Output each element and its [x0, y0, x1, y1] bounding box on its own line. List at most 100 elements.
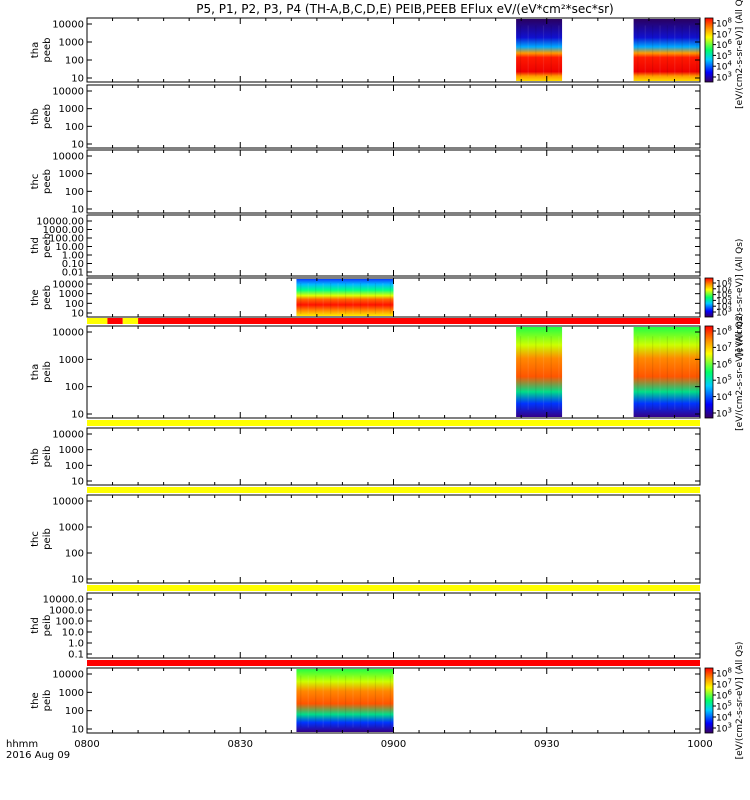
colorbar	[704, 667, 714, 734]
spectrogram-stripe	[374, 282, 377, 315]
y-tick-label: 1.00	[62, 251, 84, 262]
y-tick-label: 10.0	[62, 628, 84, 639]
y-tick-label: 1000	[59, 445, 84, 456]
spectrogram-stripe	[359, 282, 362, 315]
spectrogram-stripe	[344, 282, 347, 315]
y-tick-label: 100	[65, 706, 84, 717]
y-tick-label: 100	[65, 187, 84, 198]
y-tick-label: 100	[65, 549, 84, 560]
y-tick-label: 10	[71, 205, 84, 216]
colorbar-unit-label: [eV/(cm2-s-sr-eV)] (All Qs)	[735, 642, 745, 760]
y-tick-label: 100	[65, 382, 84, 393]
status-bar-segment	[87, 318, 108, 324]
spectrogram-stripe	[696, 336, 698, 410]
panel-frame	[86, 149, 701, 214]
spectrogram-stripe	[352, 282, 354, 315]
panel-type-label: peeb	[42, 38, 53, 63]
spectrogram-stripe	[300, 675, 302, 728]
y-tick-label: 0.10	[62, 259, 84, 270]
spectrogram-stripe	[307, 675, 309, 728]
spectrogram-block	[296, 669, 394, 732]
y-tick-label: 1000	[59, 169, 84, 180]
spectrogram-stripe	[382, 282, 384, 315]
y-tick-label: 10	[71, 725, 84, 736]
footer-date: 2016 Aug 09	[6, 750, 70, 761]
status-bar-segment	[87, 420, 700, 426]
spectrogram-stripe	[659, 336, 661, 410]
spectrogram-stripe	[315, 282, 317, 315]
spectrogram-stripe	[681, 25, 683, 77]
colorbar-tick-label: 108	[716, 325, 732, 338]
y-tick-label: 10000	[52, 280, 84, 291]
panel-frame	[86, 592, 701, 659]
spectrogram-stripe	[674, 25, 676, 77]
spectrogram-stripe	[550, 336, 552, 410]
y-tick-label: 100.0	[55, 617, 84, 628]
spectrogram-stripe	[644, 25, 646, 77]
colorbar	[704, 277, 714, 318]
panel-thb-peib: 10000 1000 100 10 thb peib	[30, 420, 701, 488]
y-tick-label: 10	[71, 74, 84, 85]
spectrogram-stripe	[558, 25, 560, 77]
colorbar-tick-label: 103	[716, 407, 732, 420]
y-tick-label: 10	[71, 309, 84, 320]
spectrogram-stripe	[666, 25, 668, 77]
panel-probe-label: thc	[30, 531, 41, 547]
spectrogram-stripe	[558, 336, 560, 410]
status-bar-segment	[87, 585, 700, 591]
y-tick-label: 10000	[52, 87, 84, 98]
panel-type-label: peeb	[42, 233, 53, 258]
y-tick-label: 1000	[59, 523, 84, 534]
y-tick-label: 10	[71, 477, 84, 488]
y-tick-label: 10000.00	[36, 217, 84, 228]
time-axis: 0800 0830 0900 0930 1000	[74, 739, 712, 750]
colorbar	[704, 325, 714, 419]
spectrogram-block	[633, 19, 700, 81]
spectrogram-stripe	[652, 336, 654, 410]
spectrogram-block	[516, 327, 563, 417]
y-tick-label: 10000	[52, 328, 84, 339]
spectrogram-stripe	[688, 336, 691, 410]
colorbar-unit-label: [eV/(cm2-s-sr-eV)] (All Qs)	[735, 313, 745, 431]
spectrogram-stripe	[315, 675, 317, 728]
status-bar-segment	[87, 660, 700, 666]
panel-probe-label: thd	[30, 617, 41, 634]
panel-tha-peib: 10000 1000 100 10 tha peib 108 107 106 105 104 103[…	[30, 313, 745, 431]
y-tick-label: 1000.00	[43, 225, 84, 236]
spectrogram-stripe	[696, 25, 698, 77]
y-tick-label: 1000	[59, 104, 84, 115]
y-tick-label: 10000	[52, 20, 84, 31]
spectrogram-stripe	[330, 282, 332, 315]
spectrogram-stripe	[542, 25, 545, 77]
spectrogram-stripe	[519, 25, 522, 77]
panel-type-label: peib	[42, 528, 53, 550]
panel-frame	[86, 17, 701, 83]
panel-probe-label: thb	[30, 108, 41, 125]
spectrogram-stripe	[330, 675, 332, 728]
spectrogram-block	[633, 327, 700, 417]
panel-type-label: peib	[42, 690, 53, 712]
y-tick-label: 0.1	[68, 650, 84, 661]
spectrogram-stripe	[322, 675, 324, 728]
panel-type-label: peib	[42, 615, 53, 637]
spectrogram-stripe	[637, 336, 639, 410]
y-tick-label: 100	[65, 122, 84, 133]
colorbar-tick-label: 104	[716, 390, 732, 403]
panel-thc-peib: 10000 1000 100 10 thc peib	[30, 487, 701, 586]
y-tick-label: 1000.0	[49, 606, 84, 617]
spectrogram-stripe	[352, 675, 354, 728]
panel-frame	[86, 84, 701, 149]
spectrogram-stripe	[535, 25, 537, 77]
spectrogram-stripe	[382, 675, 384, 728]
y-tick-label: 10000	[52, 430, 84, 441]
y-tick-label: 10000	[52, 497, 84, 508]
spectrogram-stripe	[550, 25, 552, 77]
x-tick-label: 0830	[228, 739, 253, 750]
y-tick-label: 1000	[59, 38, 84, 49]
spectrogram-block	[516, 19, 563, 81]
colorbar-tick-label: 105	[716, 374, 732, 387]
y-tick-label: 10.00	[55, 242, 84, 253]
y-tick-label: 10000.0	[43, 595, 84, 606]
y-tick-label: 10000	[52, 670, 84, 681]
